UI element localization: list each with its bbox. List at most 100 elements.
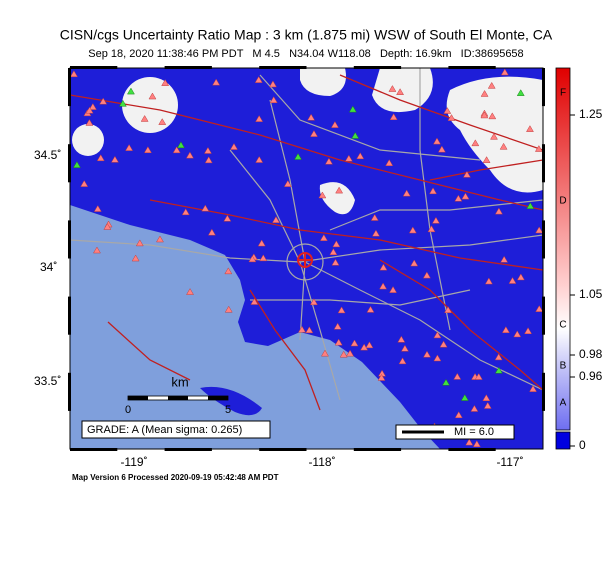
station bbox=[461, 192, 470, 200]
station bbox=[250, 298, 259, 305]
subtitle: Sep 18, 2020 11:38:46 PM PDT M 4.5 N34.0… bbox=[88, 48, 523, 60]
station bbox=[158, 118, 167, 125]
station bbox=[185, 151, 194, 159]
station bbox=[143, 146, 152, 154]
low-uncertainty-patch bbox=[319, 182, 355, 215]
station bbox=[360, 343, 369, 351]
station bbox=[402, 189, 411, 197]
station bbox=[177, 141, 185, 149]
station bbox=[377, 374, 386, 381]
station bbox=[534, 145, 543, 152]
grade: GRADE: A (Mean sigma: 0.265) bbox=[87, 424, 242, 436]
fault bbox=[339, 74, 543, 151]
station bbox=[140, 114, 149, 122]
scale-unit: km bbox=[171, 374, 188, 389]
station bbox=[309, 298, 318, 306]
road bbox=[286, 243, 324, 281]
station bbox=[433, 331, 442, 339]
frame-tick bbox=[542, 372, 545, 411]
frame-tick bbox=[448, 448, 496, 451]
station bbox=[350, 339, 359, 347]
station bbox=[172, 146, 181, 154]
station bbox=[526, 202, 535, 209]
frame-tick bbox=[542, 68, 545, 107]
station bbox=[484, 277, 493, 285]
title: CISN/cgs Uncertainty Ratio Map : 3 km (1… bbox=[60, 27, 553, 43]
station bbox=[470, 404, 479, 412]
station bbox=[118, 99, 127, 107]
map-area bbox=[70, 68, 543, 449]
station bbox=[223, 214, 232, 222]
station bbox=[259, 254, 268, 262]
colorbar-label: 0.98 bbox=[579, 347, 603, 361]
grade-letter: C bbox=[559, 320, 566, 331]
station bbox=[135, 239, 144, 247]
station bbox=[482, 156, 491, 163]
frame-tick bbox=[164, 448, 212, 451]
station bbox=[96, 154, 105, 162]
station bbox=[429, 187, 437, 195]
station bbox=[305, 326, 314, 334]
station bbox=[329, 248, 338, 255]
frame-tick bbox=[68, 144, 71, 183]
station bbox=[401, 344, 409, 352]
scale-tick: 0 bbox=[125, 404, 131, 416]
station bbox=[379, 282, 388, 290]
lon-label: -117˚ bbox=[496, 455, 523, 469]
stations bbox=[70, 68, 543, 448]
station bbox=[488, 112, 497, 120]
station bbox=[487, 81, 496, 89]
station bbox=[494, 366, 503, 374]
colorbar-label: 1.25 bbox=[579, 107, 603, 121]
station bbox=[181, 208, 190, 216]
epicenter-cross bbox=[298, 253, 312, 267]
legend-box bbox=[395, 424, 515, 440]
fault bbox=[249, 289, 321, 411]
station bbox=[408, 226, 417, 234]
frame-tick bbox=[70, 448, 118, 451]
frame-tick bbox=[259, 448, 307, 451]
road bbox=[419, 68, 451, 331]
station bbox=[535, 305, 543, 312]
station bbox=[148, 92, 157, 100]
station bbox=[212, 78, 221, 86]
station bbox=[500, 68, 509, 76]
station bbox=[480, 89, 489, 97]
lon-label: -118˚ bbox=[308, 455, 335, 469]
frame-tick bbox=[70, 66, 118, 69]
station bbox=[186, 288, 194, 295]
station bbox=[125, 144, 134, 151]
station bbox=[330, 121, 339, 128]
faults bbox=[70, 74, 543, 411]
colorbar-labels: F D C B A 1.25 1.05 0.98 0.96 0 bbox=[559, 88, 602, 453]
station bbox=[444, 306, 453, 313]
road bbox=[269, 99, 306, 341]
station bbox=[319, 234, 328, 241]
low-uncertainty-patch bbox=[372, 68, 433, 113]
station bbox=[255, 115, 264, 122]
station bbox=[307, 113, 316, 121]
frame-tick bbox=[259, 66, 307, 69]
fault bbox=[107, 321, 191, 381]
station bbox=[156, 235, 164, 243]
station bbox=[325, 157, 333, 165]
station bbox=[422, 271, 431, 279]
station bbox=[460, 394, 469, 401]
station bbox=[335, 186, 344, 194]
station bbox=[483, 401, 492, 409]
station bbox=[396, 88, 405, 95]
station bbox=[442, 378, 450, 386]
road bbox=[250, 289, 471, 306]
station bbox=[535, 226, 543, 234]
station bbox=[294, 153, 302, 160]
station bbox=[389, 286, 397, 293]
frame-tick bbox=[68, 372, 71, 411]
station bbox=[501, 326, 510, 333]
station bbox=[348, 105, 357, 113]
grade-letter: B bbox=[560, 361, 567, 372]
frame-tick bbox=[68, 68, 71, 107]
scale-tick: 5 bbox=[225, 404, 231, 416]
station bbox=[204, 156, 213, 164]
station bbox=[110, 155, 119, 163]
